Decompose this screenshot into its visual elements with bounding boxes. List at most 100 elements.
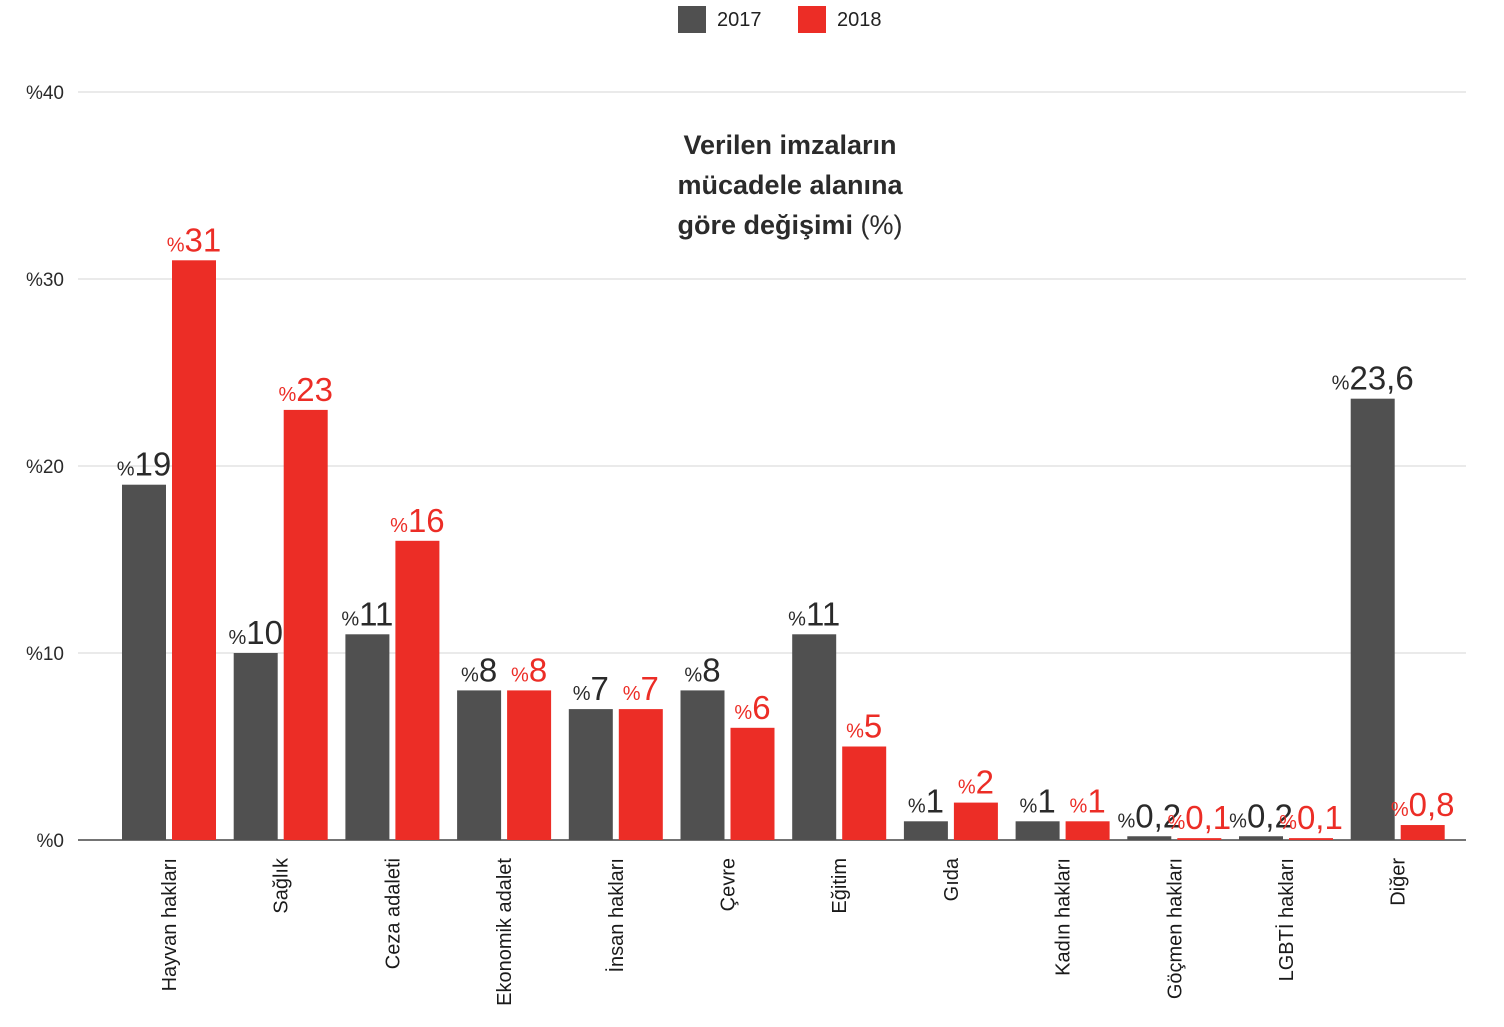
y-axis: %0 %10 %20 %30 %40 (26, 83, 64, 852)
x-axis: Hayvan hakları Sağlık Ceza adaleti Ekonomik… (159, 857, 1410, 1006)
category-label: Diğer (1388, 858, 1410, 906)
data-label-value: 10 (246, 614, 283, 651)
bar-2018 (842, 746, 887, 840)
bar-2018 (953, 802, 998, 840)
data-label-prefix: % (734, 702, 752, 724)
legend-label: 2018 (837, 9, 882, 31)
data-label-value: 0,2 (1247, 797, 1293, 834)
data-label-prefix: % (958, 777, 976, 799)
bar-2018 (1065, 821, 1110, 840)
data-label: %11 (341, 595, 393, 632)
data-label-value: 1 (1037, 782, 1055, 819)
data-label: %0,1 (1279, 799, 1343, 836)
bar-2017 (1350, 398, 1395, 840)
bar-2017 (1127, 836, 1172, 840)
legend-label: 2017 (717, 9, 762, 31)
bar-2017 (568, 709, 613, 840)
data-label-prefix: % (167, 234, 185, 256)
data-label-value: 7 (591, 670, 609, 707)
data-label: %5 (846, 708, 882, 745)
bar-2017 (1239, 836, 1283, 840)
bar-2017 (233, 653, 278, 840)
data-label-value: 0,2 (1135, 797, 1181, 834)
data-label-value: 11 (359, 595, 393, 632)
category-label: Ekonomik adalet (494, 858, 516, 1006)
category-label: Gıda (941, 857, 963, 901)
data-label-value: 8 (702, 651, 720, 688)
chart-title-line: Verilen imzaların (683, 130, 896, 160)
data-label-prefix: % (511, 664, 529, 686)
data-label-value: 8 (479, 651, 497, 688)
data-label-prefix: % (117, 459, 135, 481)
chart-title-text: mücadele alanına (677, 170, 903, 200)
category-label: Ceza adaleti (382, 858, 404, 969)
data-label-value: 11 (806, 595, 840, 632)
data-label: %1 (908, 782, 944, 819)
data-label-value: 1 (926, 782, 944, 819)
data-label-value: 1 (1087, 782, 1105, 819)
data-label: %1 (1020, 782, 1056, 819)
data-label: %16 (390, 502, 445, 539)
data-label-value: 23 (296, 371, 333, 408)
data-label-prefix: % (788, 608, 806, 630)
bar-2017 (345, 634, 390, 840)
chart-title-text: Verilen imzaların (683, 130, 896, 160)
data-label-prefix: % (390, 515, 408, 537)
data-label-value: 19 (135, 446, 172, 483)
data-label-prefix: % (573, 683, 591, 705)
y-tick-label: %0 (37, 831, 64, 852)
data-label-value: 0,1 (1297, 799, 1343, 836)
bar-2018 (1289, 838, 1333, 840)
data-label: %2 (958, 764, 994, 801)
data-label-value: 23,6 (1349, 360, 1413, 397)
data-label-value: 8 (529, 651, 547, 688)
bar-2017 (792, 634, 837, 840)
data-label: %0,1 (1167, 799, 1231, 836)
category-label: İnsan hakları (605, 858, 628, 973)
bar-2017 (903, 821, 948, 840)
data-label-value: 5 (864, 708, 882, 745)
data-label-prefix: % (1229, 810, 1247, 832)
chart-title-text: göre değişimi (677, 210, 853, 240)
data-label-value: 16 (408, 502, 445, 539)
bar-2018 (1400, 825, 1445, 840)
data-label-prefix: % (623, 683, 641, 705)
data-label: %19 (117, 446, 172, 483)
category-label: Çevre (718, 858, 740, 911)
data-label-prefix: % (461, 664, 479, 686)
bar-2018 (618, 709, 663, 840)
category-label: Göçmen hakları (1164, 858, 1186, 999)
data-label-value: 0,1 (1185, 799, 1231, 836)
data-label: %11 (788, 595, 840, 632)
bar-2018 (730, 727, 775, 840)
data-label-value: 2 (976, 764, 994, 801)
data-label-prefix: % (1332, 373, 1350, 395)
data-label-prefix: % (684, 664, 702, 686)
data-label: %0,2 (1117, 797, 1181, 834)
bar-2017 (1015, 821, 1060, 840)
data-label: %1 (1070, 782, 1106, 819)
data-label-prefix: % (1279, 812, 1297, 834)
bar-2018 (172, 260, 216, 840)
data-label-prefix: % (846, 721, 864, 743)
y-tick-label: %30 (26, 270, 64, 291)
bar-2018 (283, 409, 328, 840)
chart-title-unit: (%) (853, 210, 903, 240)
data-label-value: 6 (752, 689, 770, 726)
data-label-prefix: % (1167, 812, 1185, 834)
data-label-prefix: % (1391, 799, 1409, 821)
y-tick-label: %20 (26, 457, 64, 478)
bar-2017 (457, 690, 502, 840)
data-label-prefix: % (1070, 795, 1088, 817)
data-label: %23,6 (1332, 360, 1414, 397)
data-label-value: 31 (185, 221, 222, 258)
bar-2017 (122, 484, 166, 840)
data-label-prefix: % (341, 608, 359, 630)
data-label: %23 (278, 371, 333, 408)
data-label: %31 (167, 221, 222, 258)
y-tick-label: %10 (26, 644, 64, 665)
data-label-prefix: % (1117, 810, 1135, 832)
data-label: %7 (623, 670, 659, 707)
category-label: Sağlık (271, 857, 293, 914)
